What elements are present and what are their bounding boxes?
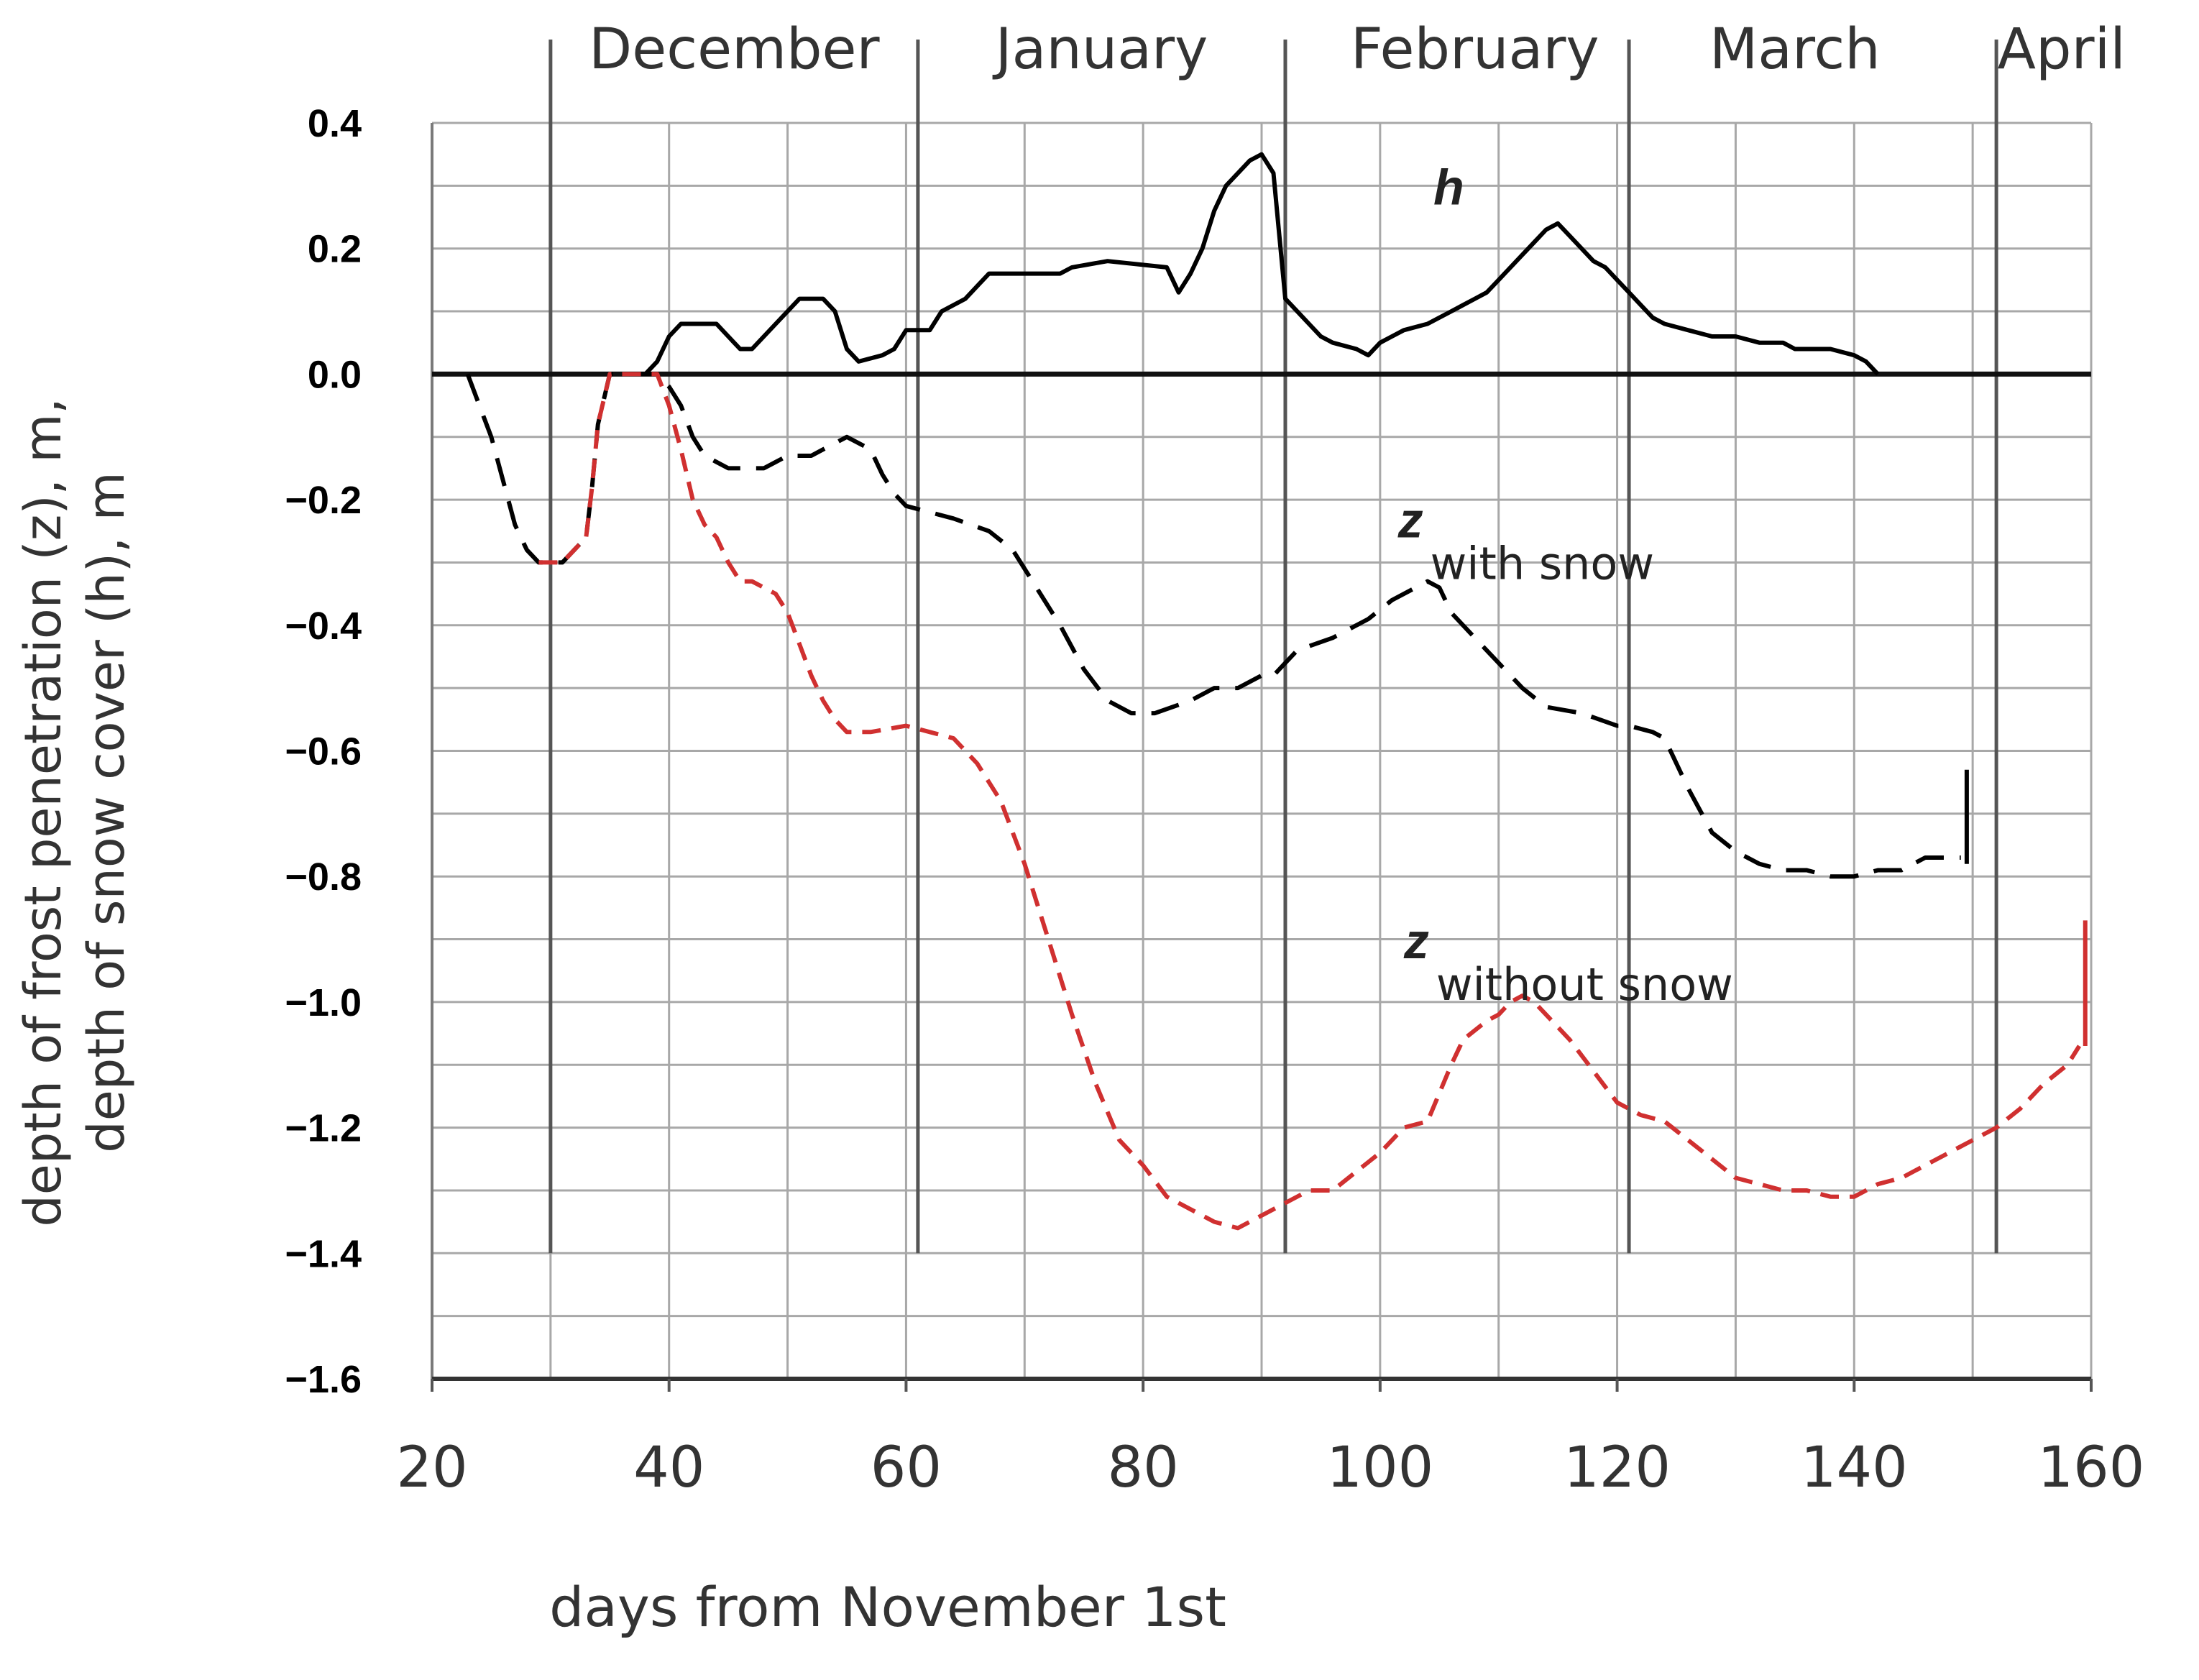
month-label: December: [589, 17, 880, 82]
series-label: h: [1433, 160, 1464, 216]
y-tick-label: −1.2: [285, 1107, 362, 1150]
x-axis-label: days from November 1st: [549, 1575, 1226, 1639]
x-tick-label: 160: [2038, 1436, 2145, 1500]
y-tick-label: 0.2: [308, 228, 362, 271]
month-label: March: [1709, 17, 1881, 82]
y-tick-label: −1.4: [285, 1232, 362, 1275]
month-label: January: [992, 17, 1208, 82]
grid: [431, 121, 2093, 1380]
series-label: zwithout snow: [1403, 913, 1733, 1011]
axes: 20 40 60 80 100 120 140 160 0.4 0.2 0.0 −0.2 −0.4 −0.…: [285, 102, 2144, 1500]
labels: days from November 1st depth of frost pe…: [14, 398, 1226, 1639]
x-tick-label: 120: [1564, 1436, 1671, 1500]
x-tick-label: 100: [1326, 1436, 1433, 1500]
y-tick-label: −1.6: [285, 1358, 362, 1401]
y-tick-label: 0.0: [308, 353, 362, 396]
series: h zwith snow zwithout snow: [465, 152, 2088, 1231]
y-axis-label-line2: depth of snow cover (h), m: [77, 472, 136, 1152]
y-tick-label: 0.4: [308, 102, 362, 145]
series-line-h: [643, 152, 1880, 376]
month-boundaries: December January February March April: [548, 17, 2126, 1254]
month-label: April: [1998, 17, 2126, 82]
y-tick-label: −0.2: [285, 479, 362, 522]
x-tick-label: 140: [1801, 1436, 1908, 1500]
x-tick-label: 40: [633, 1436, 704, 1500]
x-tick-label: 20: [396, 1436, 467, 1500]
x-tick-label: 80: [1108, 1436, 1179, 1500]
y-tick-label: −0.4: [285, 605, 362, 648]
series-line-without-snow: [538, 372, 2082, 1231]
x-tick-label: 60: [871, 1436, 942, 1500]
y-tick-label: −1.0: [285, 981, 362, 1024]
y-tick-label: −0.8: [285, 855, 362, 899]
series-label: zwith snow: [1397, 492, 1654, 590]
month-label: February: [1351, 17, 1599, 82]
y-tick-label: −0.6: [285, 730, 362, 774]
y-axis-label-line1: depth of frost penetration (z), m,: [14, 398, 73, 1226]
